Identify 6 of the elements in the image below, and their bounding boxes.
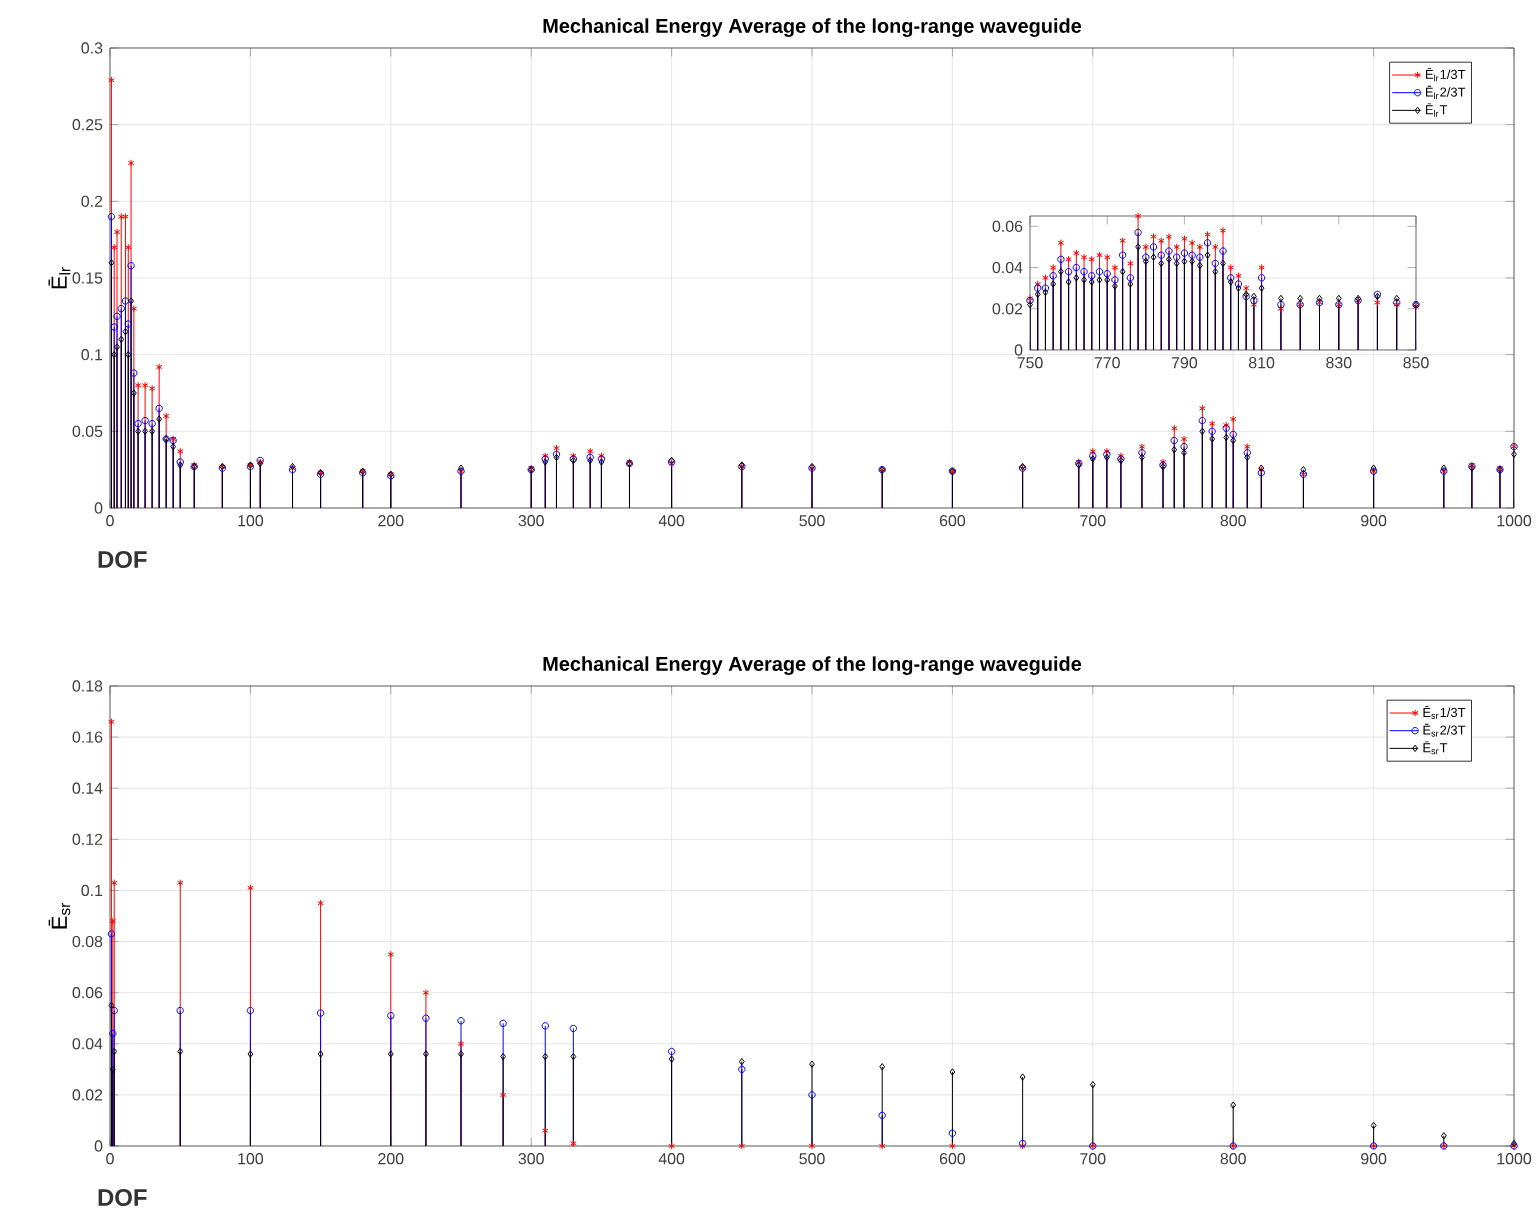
chart-title: Mechanical Energy Average of the long-range waveguide (543, 18, 1082, 37)
chart-title: Mechanical Energy Average of the long-range waveguide (543, 656, 1082, 675)
y-axis-title: Ē$_{lr}$ (48, 267, 71, 289)
x-axis-title: DOF (98, 551, 147, 568)
y-axis-title: Ē$_{sr}$ (48, 903, 71, 929)
x-axis-title: DOF (98, 1189, 147, 1206)
